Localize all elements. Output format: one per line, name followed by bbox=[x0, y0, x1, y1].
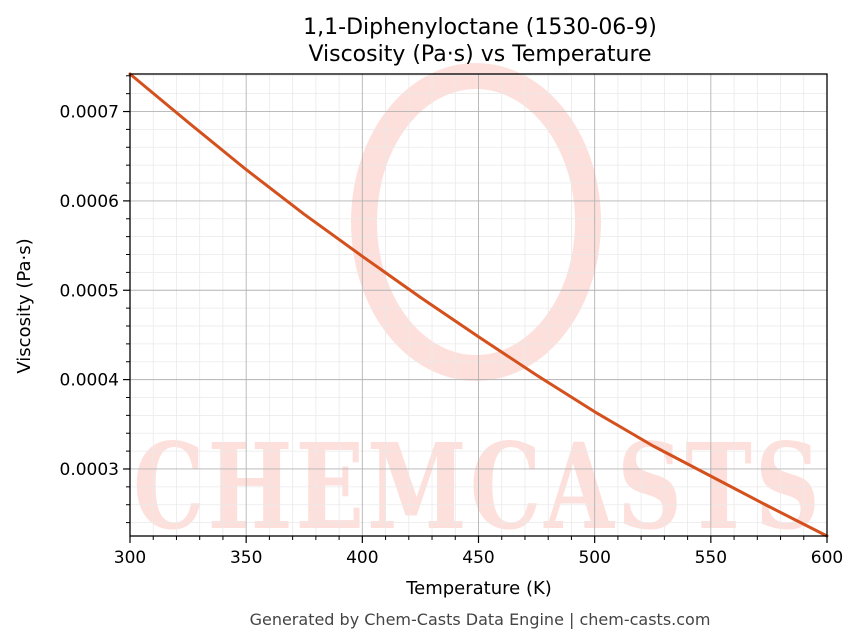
y-tick-label: 0.0003 bbox=[60, 460, 119, 480]
y-tick-label: 0.0007 bbox=[60, 103, 119, 123]
watermark-logo bbox=[351, 63, 601, 381]
major-grid bbox=[129, 74, 828, 536]
x-tick-label: 500 bbox=[578, 548, 610, 568]
series-line bbox=[128, 72, 829, 538]
x-tick-label: 300 bbox=[114, 548, 146, 568]
footer-credit: Generated by Chem-Casts Data Engine | ch… bbox=[250, 610, 711, 629]
x-axis-label: Temperature (K) bbox=[405, 578, 552, 599]
y-axis-ticks: 0.0003 0.0004 0.0005 0.0006 0.0007 bbox=[60, 75, 130, 524]
y-tick-label: 0.0004 bbox=[60, 371, 119, 391]
chart-title: 1,1-Diphenyloctane (1530-06-9) bbox=[303, 15, 657, 40]
x-tick-label: 350 bbox=[230, 548, 262, 568]
y-tick-label: 0.0006 bbox=[60, 192, 119, 212]
watermark: CHEMCASTS bbox=[133, 63, 819, 556]
x-axis-ticks: 300 350 400 450 500 550 600 bbox=[114, 536, 843, 568]
x-tick-label: 400 bbox=[346, 548, 378, 568]
x-tick-label: 600 bbox=[811, 548, 843, 568]
y-axis-label: Viscosity (Pa·s) bbox=[14, 238, 35, 373]
chart-subtitle: Viscosity (Pa·s) vs Temperature bbox=[308, 42, 651, 67]
y-tick-label: 0.0005 bbox=[60, 281, 119, 301]
x-tick-label: 550 bbox=[695, 548, 727, 568]
x-tick-label: 450 bbox=[462, 548, 494, 568]
